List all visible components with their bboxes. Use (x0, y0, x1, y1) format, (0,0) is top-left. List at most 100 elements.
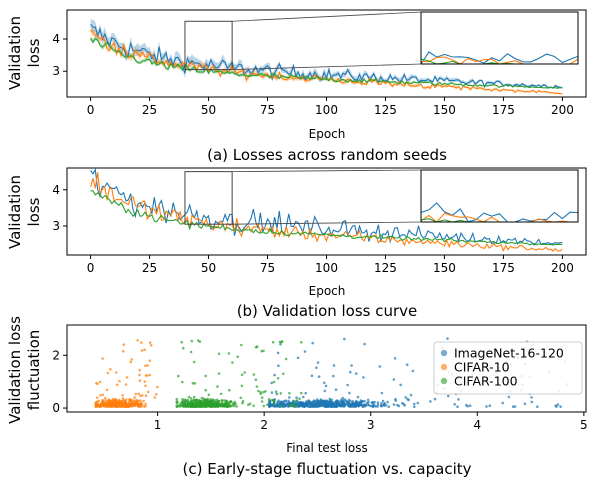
b-xtick-label: 150 (433, 261, 456, 275)
scatter-point-cifar10 (96, 382, 99, 386)
scatter-point-imagenet (363, 399, 366, 403)
scatter-point-cifar10 (104, 402, 108, 405)
scatter-point-cifar100 (192, 395, 196, 399)
scatter-point-cifar100 (181, 398, 184, 401)
legend-marker-cifar100 (440, 377, 448, 385)
scatter-point-imagenet (296, 356, 300, 360)
scatter-point-imagenet (288, 396, 291, 399)
scatter-point-cifar100 (191, 381, 195, 385)
panel-a-losses-across-seeds: 0 25 50 75 100 125 150 175 200 34 Epoch Validati… (6, 9, 587, 164)
scatter-point-cifar100 (184, 404, 188, 407)
scatter-point-imagenet (404, 396, 408, 399)
scatter-point-cifar10 (123, 399, 126, 402)
scatter-point-imagenet (387, 405, 391, 409)
a-zoom-inset-frame (420, 11, 579, 65)
scatter-point-cifar100 (207, 393, 211, 397)
scatter-point-imagenet (352, 404, 356, 408)
scatter-point-imagenet (376, 401, 380, 405)
scatter-point-cifar100 (257, 389, 260, 393)
scatter-point-cifar100 (200, 396, 204, 400)
a-ytick-label: 3 (52, 64, 60, 78)
scatter-point-cifar10 (153, 396, 157, 399)
a-xtick-label: 175 (492, 103, 515, 117)
scatter-point-imagenet (317, 375, 321, 379)
scatter-point-imagenet (310, 374, 314, 378)
a-line-cifar100 (90, 37, 563, 89)
scatter-point-cifar10 (120, 400, 124, 404)
c-xtick-label: 5 (580, 418, 588, 432)
b-zoom-connector-bottom (232, 221, 422, 225)
c-ytick-label: 2 (52, 348, 60, 362)
scatter-point-imagenet (392, 378, 396, 381)
scatter-point-imagenet (323, 381, 326, 385)
scatter-point-cifar10 (138, 373, 141, 377)
scatter-point-cifar10 (117, 398, 121, 402)
scatter-point-imagenet (281, 404, 285, 408)
scatter-point-cifar100 (213, 401, 217, 405)
scatter-point-imagenet (347, 398, 351, 402)
scatter-point-cifar10 (144, 364, 147, 368)
scatter-point-cifar100 (292, 402, 295, 405)
scatter-point-cifar100 (197, 339, 200, 342)
scatter-point-imagenet (280, 401, 283, 404)
scatter-point-imagenet (342, 398, 345, 402)
scatter-point-cifar100 (278, 340, 282, 344)
scatter-point-cifar100 (218, 404, 222, 408)
scatter-point-imagenet (352, 401, 355, 404)
scatter-point-imagenet (284, 400, 288, 403)
scatter-point-imagenet (373, 400, 376, 404)
c-xtick-label: 3 (367, 418, 375, 432)
scatter-point-cifar100 (187, 395, 191, 399)
scatter-point-imagenet (380, 391, 384, 395)
panel-b-caption: (b) Validation loss curve (237, 302, 418, 320)
scatter-point-cifar100 (192, 360, 196, 364)
panel-c-y-ticks: 02 (52, 348, 67, 415)
scatter-point-cifar100 (279, 392, 283, 395)
a-xtick-label: 50 (201, 103, 216, 117)
scatter-point-imagenet (513, 405, 517, 408)
scatter-point-imagenet (405, 363, 409, 367)
scatter-point-cifar100 (290, 404, 293, 408)
scatter-point-imagenet (335, 399, 338, 403)
scatter-point-imagenet (336, 402, 340, 406)
scatter-point-cifar100 (262, 349, 265, 353)
panel-b-y-axis-label-line1: Validation (6, 175, 24, 249)
scatter-point-imagenet (304, 391, 308, 395)
scatter-point-imagenet (523, 402, 527, 406)
scatter-point-cifar100 (216, 385, 219, 388)
scatter-point-cifar100 (189, 397, 193, 400)
scatter-point-imagenet (319, 400, 323, 404)
scatter-point-cifar10 (148, 373, 152, 377)
scatter-point-cifar100 (274, 390, 278, 394)
scatter-point-cifar10 (121, 349, 125, 353)
scatter-point-imagenet (367, 401, 370, 404)
scatter-point-cifar10 (135, 398, 138, 402)
scatter-point-imagenet (277, 364, 280, 368)
b-xtick-label: 25 (142, 261, 157, 275)
scatter-point-cifar10 (143, 380, 147, 383)
scatter-point-cifar10 (128, 398, 131, 401)
scatter-point-cifar10 (99, 394, 102, 397)
scatter-point-cifar100 (215, 398, 219, 402)
scatter-point-imagenet (530, 400, 534, 404)
scatter-point-imagenet (399, 383, 402, 387)
scatter-point-cifar10 (155, 393, 158, 396)
scatter-point-cifar10 (156, 385, 159, 389)
scatter-point-imagenet (270, 404, 273, 407)
scatter-point-cifar10 (138, 368, 142, 372)
panel-c-axes-frame (66, 324, 587, 413)
scatter-point-cifar10 (144, 402, 147, 406)
scatter-point-imagenet (507, 395, 511, 399)
scatter-point-cifar100 (294, 405, 298, 408)
scatter-point-imagenet (378, 365, 382, 368)
scatter-point-cifar100 (219, 392, 223, 396)
scatter-point-imagenet (456, 405, 459, 409)
scatter-point-cifar10 (139, 394, 142, 398)
b-xtick-label: 200 (551, 261, 574, 275)
scatter-point-cifar100 (194, 401, 198, 405)
scatter-point-cifar100 (233, 404, 236, 408)
legend-frame (433, 341, 583, 395)
scatter-point-imagenet (555, 405, 558, 408)
scatter-point-cifar100 (193, 382, 197, 385)
